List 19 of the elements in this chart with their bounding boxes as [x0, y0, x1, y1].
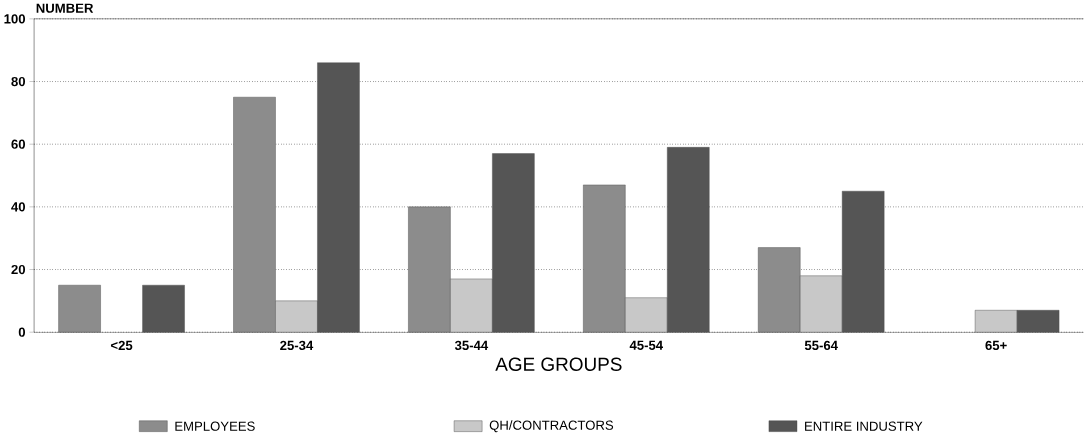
- bar: [58, 284, 101, 333]
- x-tick-label: 55-64: [804, 340, 838, 350]
- x-tick-label: 45-54: [629, 340, 663, 350]
- legend-label: QH/CONTRACTORS: [489, 420, 614, 433]
- x-axis-title: AGE GROUPS: [495, 357, 622, 371]
- x-tick-label: 35-44: [454, 340, 489, 350]
- y-tick-label: 0: [18, 327, 26, 337]
- x-tick-label: <25: [110, 340, 133, 350]
- y-axis-title: NUMBER: [36, 3, 94, 13]
- y-tick-label: 60: [11, 139, 26, 149]
- legend-label: EMPLOYEES: [175, 421, 255, 431]
- y-tick-label: 80: [11, 76, 26, 86]
- x-tick-label: 65+: [985, 340, 1007, 350]
- y-tick-label: 40: [11, 202, 26, 212]
- legend-label: ENTIRE INDUSTRY: [805, 421, 923, 431]
- y-tick-label: 20: [11, 264, 26, 274]
- y-tick-label: 100: [4, 14, 26, 24]
- bar: [142, 284, 185, 333]
- x-tick-label: 25-34: [280, 340, 314, 350]
